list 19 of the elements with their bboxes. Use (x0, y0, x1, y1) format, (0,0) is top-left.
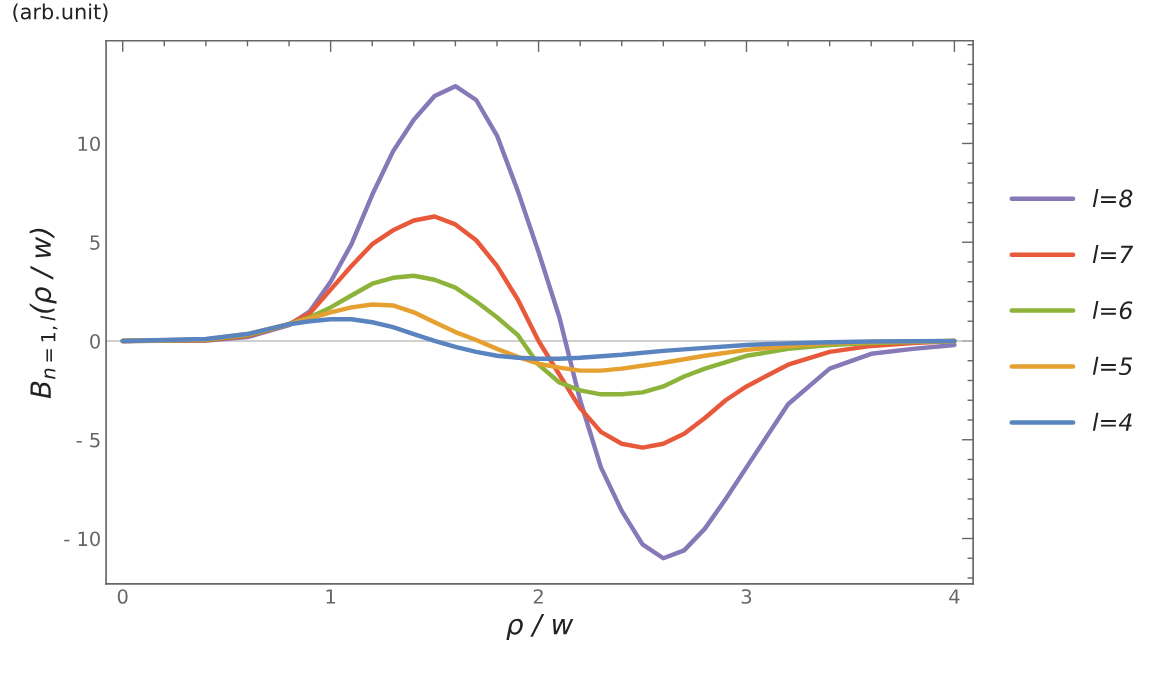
y-tick-label: 0 (90, 333, 100, 349)
y-tick-label: 10 (78, 136, 100, 152)
legend-label: l=5 (1092, 356, 1133, 376)
y-tick-label: 5 (90, 235, 100, 250)
y-tick-label: - 10 (64, 531, 100, 547)
line-series (120, 317, 957, 361)
y-tick-label: - 5 (76, 432, 100, 448)
text: (arb.unit) (13, 3, 108, 22)
legend-label: l=7 (1092, 245, 1134, 263)
legend-label: l=8 (1092, 189, 1133, 208)
x-tick-label: 3 (741, 589, 752, 604)
y-axis-title: B$_{n=1,l}$(ρ / w) (29, 228, 58, 399)
legend-label: l=6 (1092, 300, 1133, 320)
legend-label: l=4 (1092, 412, 1132, 431)
x-tick-label: 2 (533, 589, 543, 604)
x-tick-label: 4 (949, 589, 960, 604)
x-axis-title: ρ / w (506, 614, 574, 641)
x-tick-label: 1 (326, 589, 336, 604)
x-tick-label: 0 (117, 589, 128, 604)
